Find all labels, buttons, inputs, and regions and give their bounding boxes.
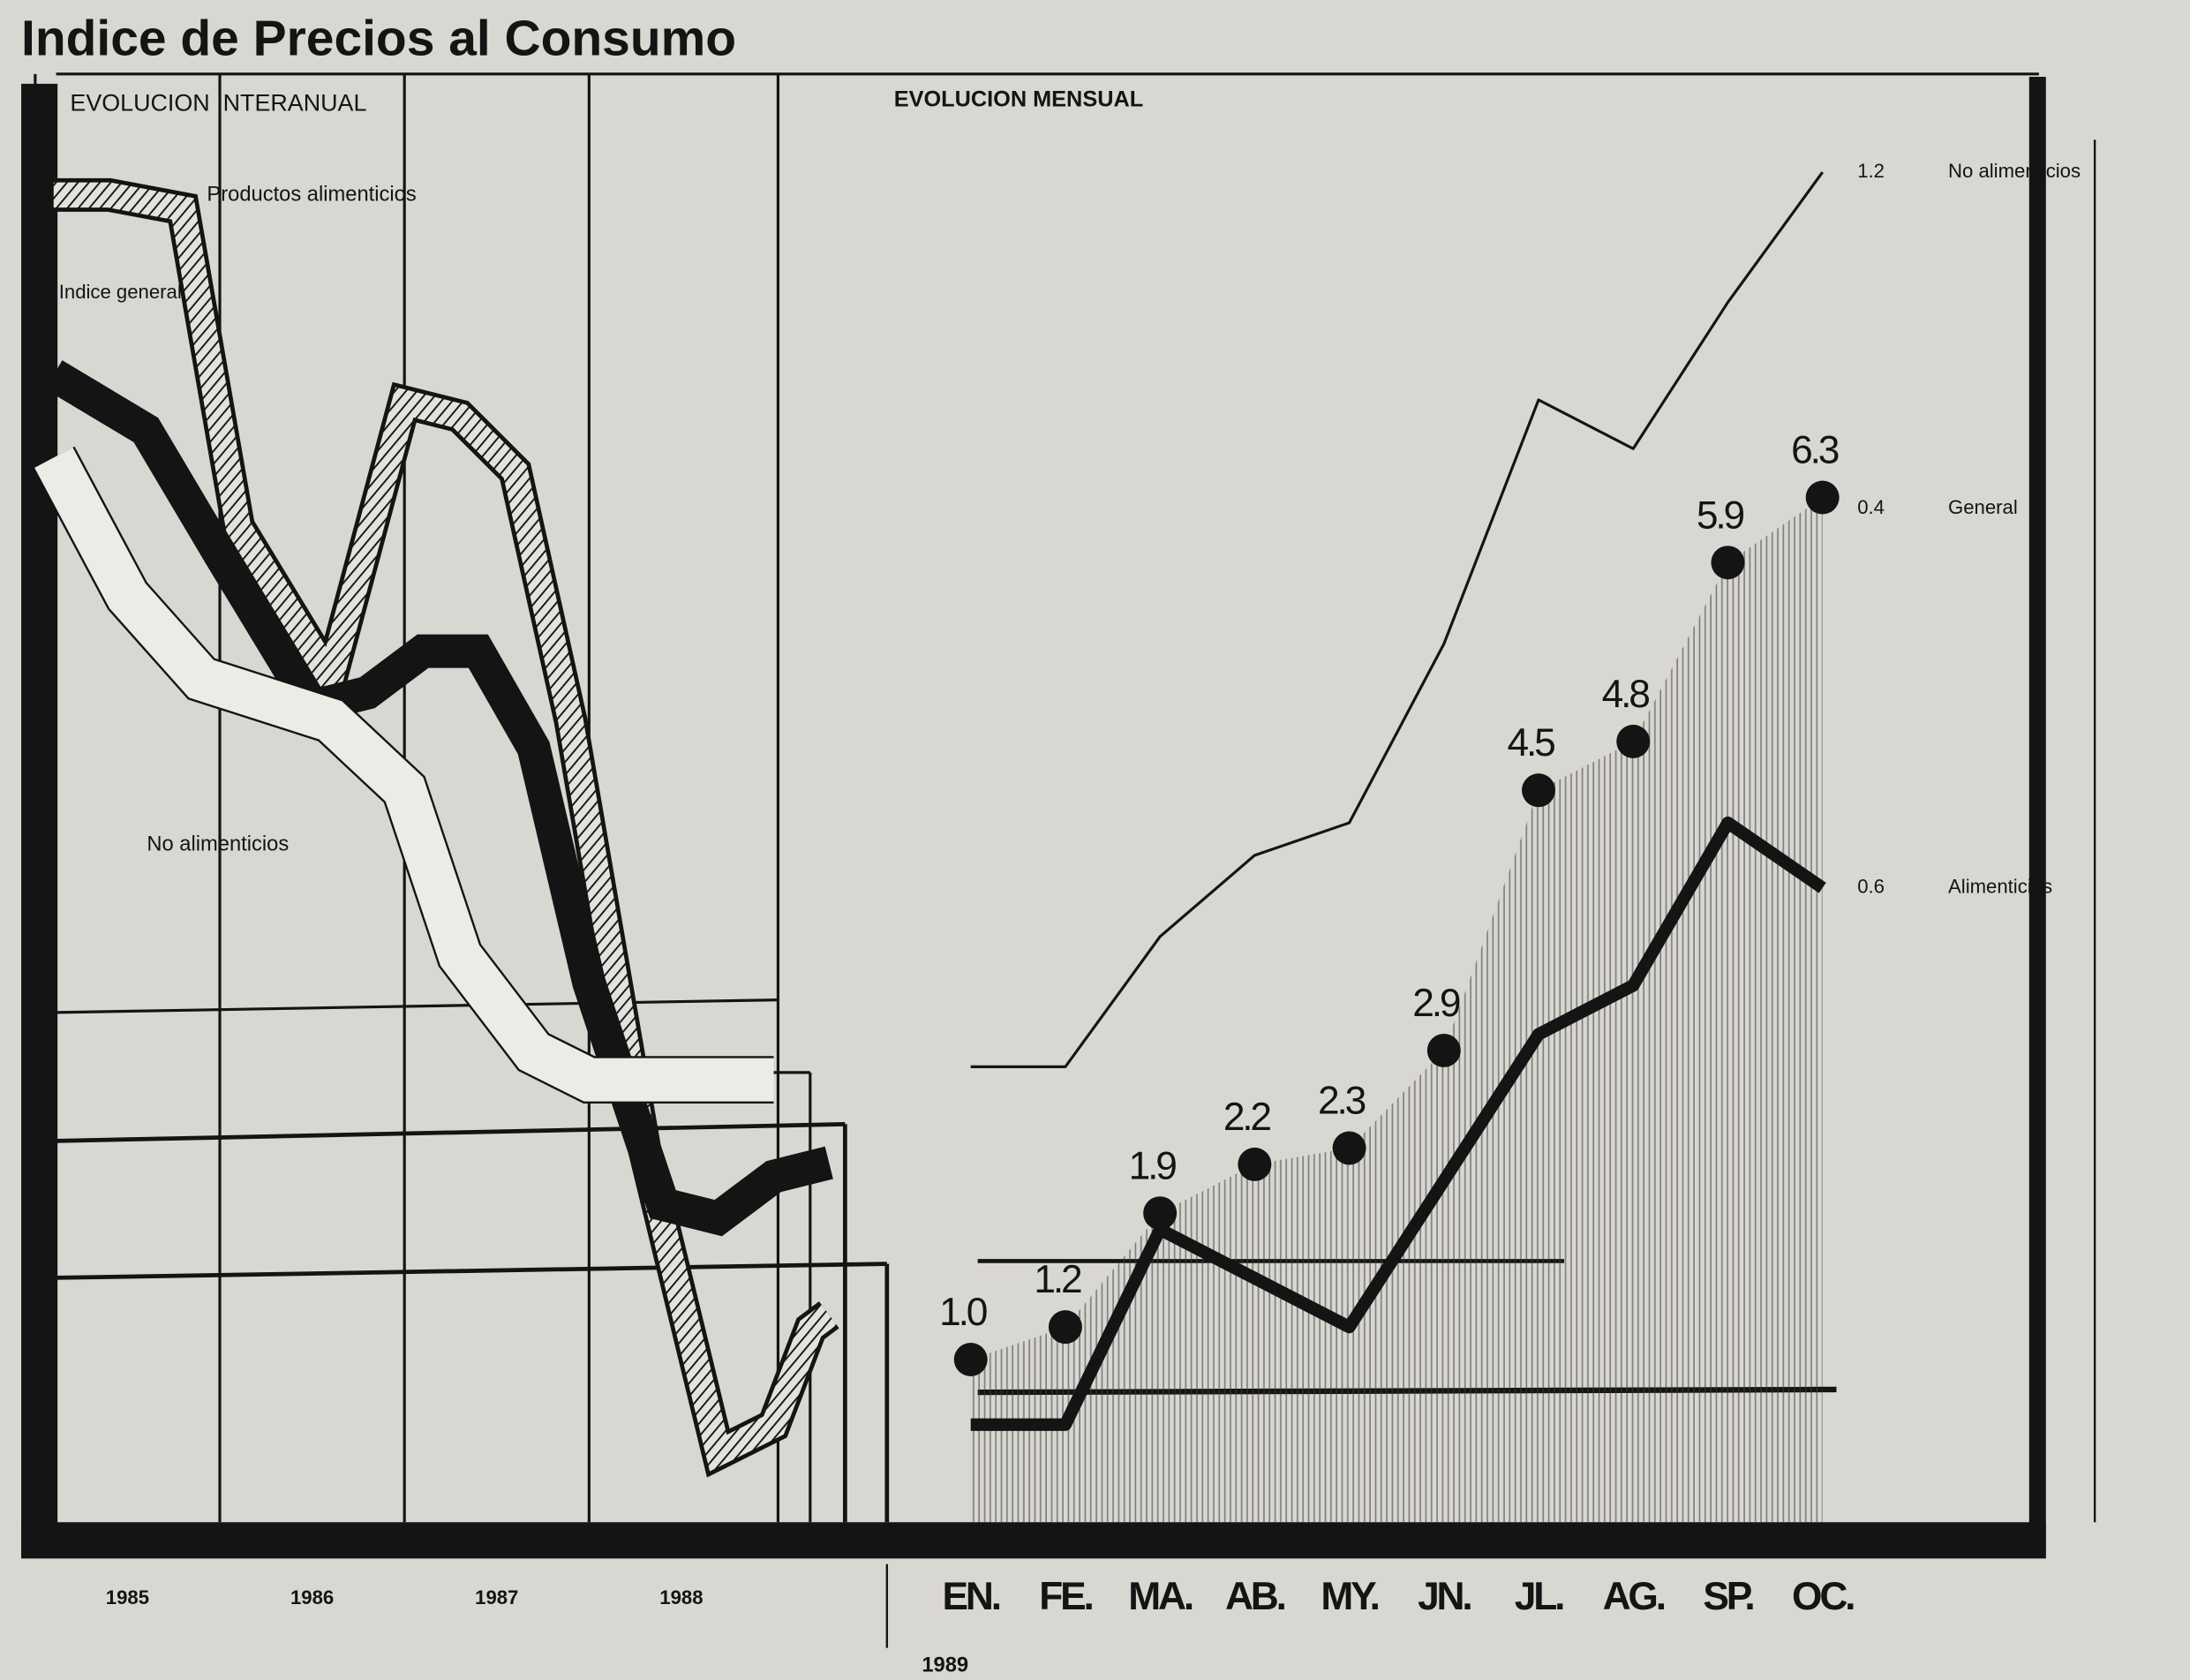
data-point [1427, 1034, 1461, 1067]
data-label: 6.3 [1791, 429, 1839, 472]
series-label: No alimenticios [147, 832, 289, 855]
data-point [1616, 725, 1650, 758]
x-tick-label: 1985 [106, 1586, 149, 1608]
legend-label: General [1948, 496, 2018, 518]
panel-title: EVOLUCION MENSUAL [894, 87, 1143, 112]
x-tick-label: JN. [1418, 1575, 1471, 1618]
data-point [1049, 1310, 1082, 1344]
data-point [1333, 1132, 1366, 1165]
chart: Indice de Precios al Consumo EVOLUCION I… [0, 0, 2190, 1680]
data-label: 2.3 [1318, 1080, 1366, 1123]
data-label: 1.0 [939, 1291, 987, 1334]
series-label: Indice general [59, 281, 182, 303]
data-label: 4.5 [1507, 721, 1554, 765]
end-label: 0.4 [1857, 496, 1885, 518]
x-tick-label: AG. [1603, 1575, 1665, 1618]
data-label: 4.8 [1602, 673, 1650, 716]
data-point [1806, 481, 1840, 515]
data-point [1238, 1148, 1271, 1181]
series-line [54, 195, 829, 1453]
x-tick-label: OC. [1792, 1575, 1854, 1618]
data-label: 2.2 [1223, 1096, 1271, 1139]
panel-title: EVOLUCION INTERANUAL [70, 90, 366, 117]
series-label: Productos alimenticios [207, 184, 416, 207]
page: {"chart_data": [ {"type": "line", "title… [0, 0, 2190, 1680]
legend-label: No alimenticios [1948, 160, 2081, 182]
series-line [54, 457, 774, 1080]
end-label: 0.6 [1857, 876, 1885, 898]
x-tick-label: JL. [1515, 1575, 1563, 1618]
x-axis-label: 1989 [922, 1654, 968, 1676]
data-label: 1.2 [1034, 1258, 1081, 1301]
x-tick-label: 1987 [475, 1586, 518, 1608]
x-tick-label: 1988 [659, 1586, 703, 1608]
x-tick-label: 1986 [290, 1586, 334, 1608]
x-tick-label: FE. [1039, 1575, 1092, 1618]
x-tick-label: EN. [943, 1575, 1000, 1618]
x-tick-label: AB. [1225, 1575, 1285, 1618]
x-tick-label: MA. [1128, 1575, 1193, 1618]
chart-title: Indice de Precios al Consumo [21, 11, 736, 67]
legend-label: Alimenticios [1948, 876, 2052, 898]
data-point [1522, 773, 1555, 807]
end-label: 1.2 [1857, 160, 1885, 182]
data-point [1711, 546, 1744, 579]
x-tick-label: SP. [1703, 1575, 1753, 1618]
data-label: 2.9 [1412, 982, 1460, 1025]
x-tick-label: MY. [1321, 1575, 1378, 1618]
data-label: 1.9 [1129, 1144, 1177, 1187]
series-line [54, 195, 829, 1453]
data-point [954, 1343, 988, 1376]
data-label: 5.9 [1697, 493, 1744, 537]
